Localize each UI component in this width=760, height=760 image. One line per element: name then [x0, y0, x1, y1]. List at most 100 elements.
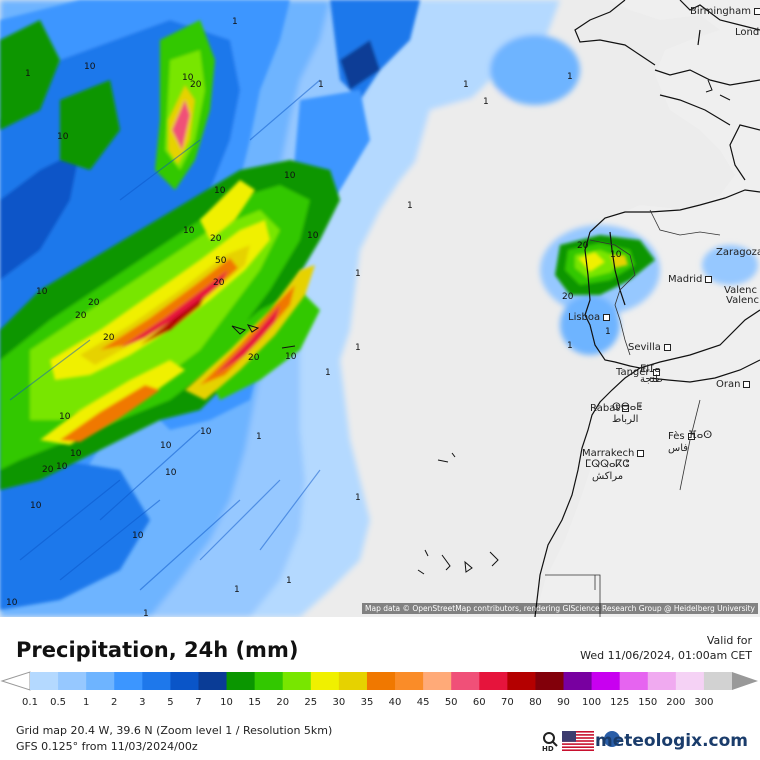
- isoline-label: 1: [463, 80, 469, 90]
- legend-tick-label: 3: [139, 697, 146, 708]
- legend-tick-label: 70: [500, 697, 514, 708]
- isoline-label: 10: [284, 171, 296, 181]
- city-label[interactable]: Sevilla: [628, 342, 671, 353]
- city-name: Rabat: [590, 403, 620, 414]
- legend-tick-label: 20: [276, 697, 290, 708]
- legend-tick-label: 0.1: [22, 697, 38, 708]
- city-marker-icon: [637, 449, 645, 457]
- legend-max-arrow: [732, 672, 758, 690]
- city-script-label: ⵎⵕⵕⴰⴽⵛ: [585, 459, 630, 470]
- isoline-label: 10: [84, 62, 96, 72]
- city-name: Fès: [668, 431, 685, 442]
- city-name: Madrid: [668, 274, 703, 285]
- hd-label: HD: [542, 745, 554, 753]
- isoline-label: 10: [70, 449, 82, 459]
- city-marker-icon: [663, 343, 671, 351]
- us-flag-icon[interactable]: [562, 731, 594, 751]
- legend-tick-label: 15: [248, 697, 261, 708]
- isoline-label: 10: [165, 468, 177, 478]
- legend-swatch: [423, 672, 452, 690]
- isoline-label: 20: [75, 311, 87, 321]
- isoline-label: 1: [256, 432, 262, 442]
- isoline-label: 20: [562, 292, 574, 302]
- city-label[interactable]: Rabat: [590, 403, 630, 414]
- isoline-label: 1: [355, 493, 361, 503]
- isoline-label: 10: [307, 231, 319, 241]
- legend-tick-label: 2: [111, 697, 118, 708]
- isoline-label: 10: [36, 287, 48, 297]
- isoline-label: 10: [160, 441, 172, 451]
- isoline-label: 10: [285, 352, 297, 362]
- grid-info: Grid map 20.4 W, 39.6 N (Zoom level 1 / …: [16, 724, 333, 737]
- legend-tick-label: 200: [666, 697, 686, 708]
- city-label[interactable]: Lisboa: [568, 312, 611, 323]
- isoline-label: 20: [103, 333, 115, 343]
- legend-tick-label: 100: [582, 697, 602, 708]
- legend-swatch: [254, 672, 284, 690]
- city-name: Lond: [735, 27, 760, 38]
- isoline-label: 1: [234, 585, 240, 595]
- precipitation-map[interactable]: 1 10 1 10 20 1 1 1 1 10 10 10 10 20 10 50 20 1 1 10 20 20 20 20…: [0, 0, 760, 617]
- city-marker-icon: [652, 368, 660, 376]
- city-label[interactable]: Birmingham: [690, 6, 760, 17]
- isoline-label: 1: [286, 576, 292, 586]
- isoline-label: 1: [355, 343, 361, 353]
- legend-tick-label: 45: [416, 697, 430, 708]
- isoline-label: 10: [30, 501, 42, 511]
- city-name: Sevilla: [628, 342, 661, 353]
- legend-tick-label: 5: [167, 697, 174, 708]
- city-script-label: فاس: [668, 443, 689, 454]
- legend-tick-label: 50: [444, 697, 458, 708]
- city-label[interactable]: Fès: [668, 431, 695, 442]
- isoline-label: 1: [567, 341, 573, 351]
- isoline-label: 20: [248, 353, 260, 363]
- legend-swatch: [58, 672, 87, 690]
- legend-swatch: [114, 672, 143, 690]
- legend-tick-label: 1: [82, 697, 90, 708]
- legend-swatch: [198, 672, 228, 690]
- legend-swatch: [675, 672, 705, 690]
- city-marker-icon: [687, 432, 695, 440]
- legend-swatch: [619, 672, 649, 690]
- zoom-hd-icon[interactable]: [540, 731, 560, 753]
- isoline-label: 10: [56, 462, 68, 472]
- city-label[interactable]: Zaragoza: [716, 247, 760, 258]
- city-label[interactable]: Lond: [735, 27, 760, 38]
- city-label[interactable]: Madrid: [668, 274, 713, 285]
- map-canvas: [0, 0, 760, 617]
- valid-date: Wed 11/06/2024, 01:00am CET: [580, 649, 752, 662]
- isoline-label: 1: [318, 80, 324, 90]
- isoline-label: 1: [605, 327, 611, 337]
- legend-tick-label: 80: [529, 697, 542, 708]
- city-marker-icon: [743, 380, 751, 388]
- legend-swatch: [226, 672, 256, 690]
- legend-swatch: [507, 672, 536, 690]
- land-area: [535, 0, 760, 617]
- city-label[interactable]: Marrakech: [582, 448, 645, 459]
- legend-labels: 0.1 0.5 1 2 3 5 7 10 15 20 25 30 35 40 45 50 60 70 80 90 100…: [0, 697, 760, 711]
- legend-swatch: [451, 672, 480, 690]
- city-label[interactable]: Valenc: [726, 295, 760, 306]
- legend-tick-label: 125: [610, 697, 630, 708]
- isoline-label: 10: [132, 531, 144, 541]
- valid-for-label: Valid for: [706, 634, 752, 647]
- isoline-label: 10: [59, 412, 71, 422]
- map-attribution[interactable]: Map data © OpenStreetMap contributors, r…: [362, 603, 758, 614]
- isoline-label: 10: [214, 186, 226, 196]
- city-name: Birmingham: [690, 6, 751, 17]
- legend-swatch: [479, 672, 508, 690]
- legend-swatch: [563, 672, 593, 690]
- city-label[interactable]: Tanger: [616, 367, 660, 378]
- isoline-label: 20: [88, 298, 100, 308]
- legend-swatch: [366, 672, 396, 690]
- city-name: Valenc: [724, 285, 757, 296]
- city-label[interactable]: Oran: [716, 379, 751, 390]
- brand-name[interactable]: meteologix.com: [595, 731, 748, 751]
- isoline-label: 1: [407, 201, 413, 211]
- legend-tick-label: 60: [472, 697, 486, 708]
- legend-tick-label: 10: [220, 697, 233, 708]
- legend-swatch: [535, 672, 565, 690]
- islands: [231, 79, 731, 575]
- city-name: Oran: [716, 379, 741, 390]
- isoline-label: 20: [190, 80, 202, 90]
